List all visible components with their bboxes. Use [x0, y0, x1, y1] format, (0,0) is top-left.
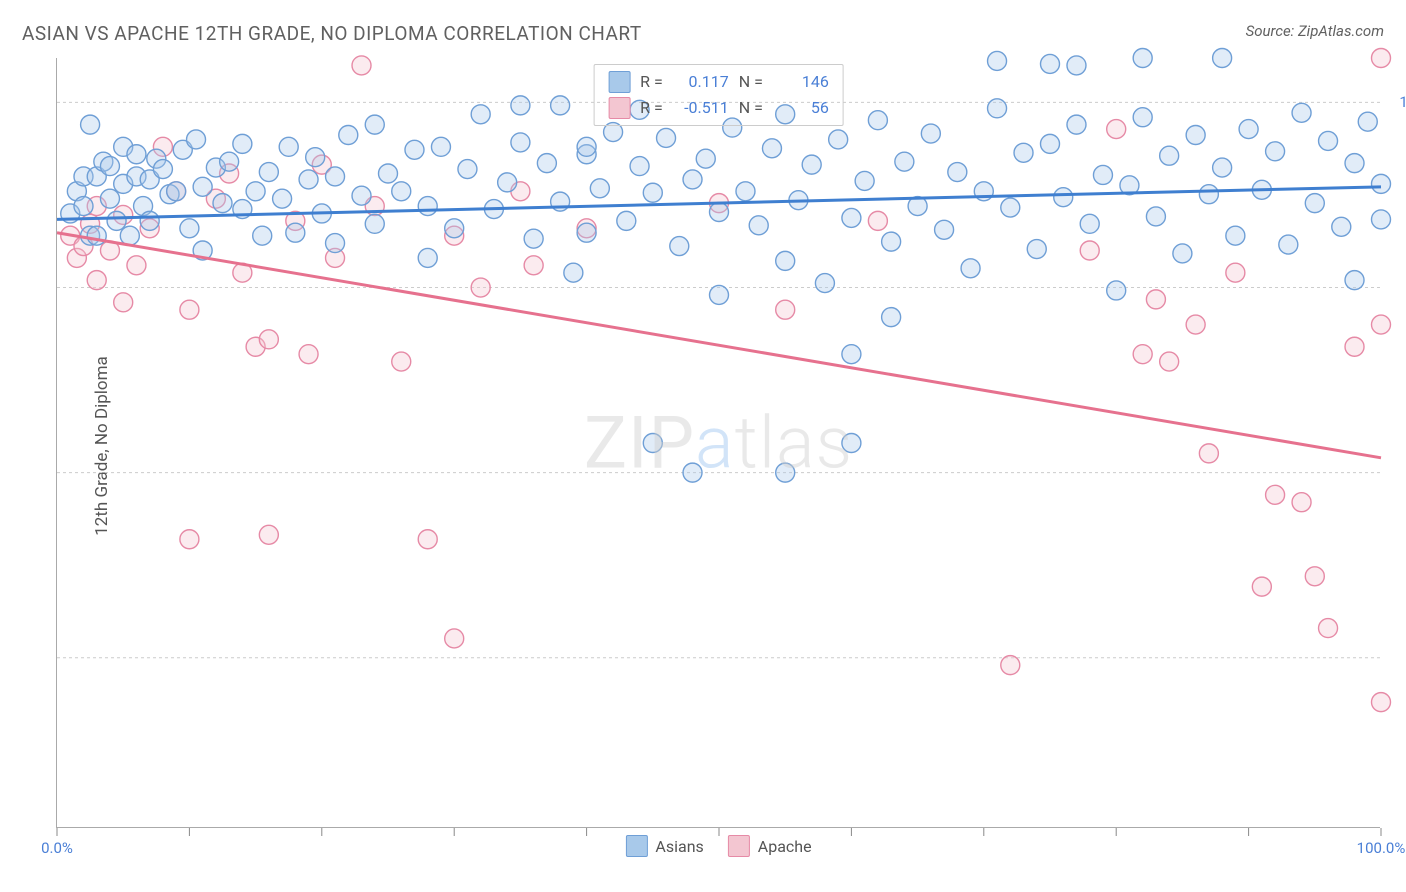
stats-legend-box: R = 0.117 N = 146 R = -0.511 N = 56 [593, 64, 844, 126]
stats-row-apache: R = -0.511 N = 56 [608, 95, 829, 121]
y-tick-label: 100.0% [1399, 93, 1406, 111]
source-label: Source: ZipAtlas.com [1246, 22, 1384, 40]
legend-item-apache: Apache [728, 835, 812, 857]
stats-n-label-asians: N = [739, 69, 763, 95]
stats-swatch-asians [608, 71, 630, 93]
chart-title: ASIAN VS APACHE 12TH GRADE, NO DIPLOMA C… [22, 22, 642, 45]
stats-n-value-asians: 146 [773, 69, 829, 95]
stats-n-value-apache: 56 [773, 95, 829, 121]
stats-swatch-apache [608, 97, 630, 119]
legend-item-asians: Asians [625, 835, 703, 857]
legend-swatch-asians [625, 835, 647, 857]
chart-container: ASIAN VS APACHE 12TH GRADE, NO DIPLOMA C… [0, 0, 1406, 892]
x-tick-label: 100.0% [1357, 839, 1406, 857]
stats-row-asians: R = 0.117 N = 146 [608, 69, 829, 95]
stats-n-label-apache: N = [739, 95, 763, 121]
stats-r-value-asians: 0.117 [673, 69, 729, 95]
legend-label-asians: Asians [655, 837, 703, 856]
legend-label-apache: Apache [758, 837, 812, 856]
stats-r-label-asians: R = [640, 69, 663, 95]
legend-swatch-apache [728, 835, 750, 857]
x-axis-legend: Asians Apache [625, 835, 811, 857]
stats-r-value-apache: -0.511 [673, 95, 729, 121]
x-tick-label: 0.0% [41, 839, 73, 857]
plot-svg [57, 58, 1380, 827]
stats-r-label-apache: R = [640, 95, 663, 121]
plot-area: ZIPatlas R = 0.117 N = 146 R = -0.511 N … [56, 58, 1380, 828]
